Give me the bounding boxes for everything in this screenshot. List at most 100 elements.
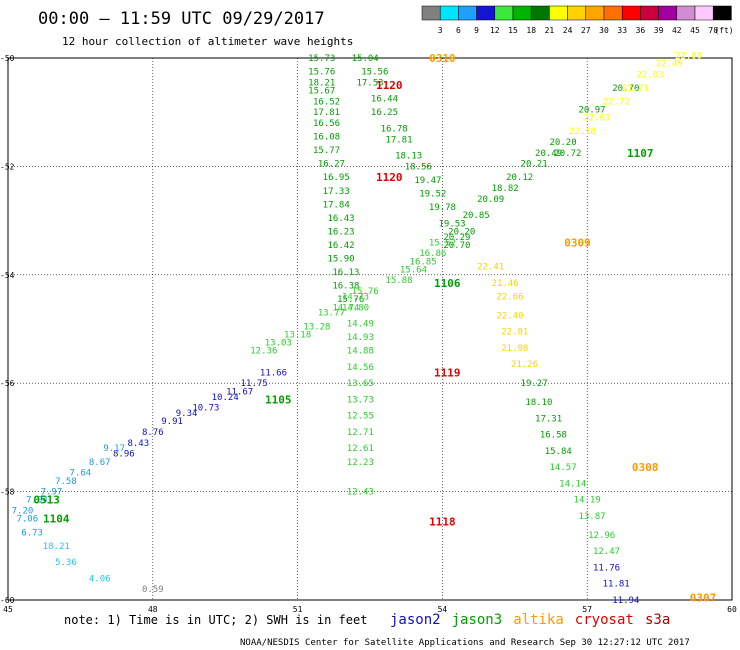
wave-height-point: 20.85 [463,211,490,221]
wave-height-point: 12.96 [588,531,615,541]
wave-height-point: 22.03 [636,70,663,80]
wave-height-point: 17.33 [323,187,350,197]
wave-height-point: 12.36 [250,347,277,357]
wave-height-point: 20.12 [506,173,533,183]
wave-height-point: 7.97 [41,488,63,498]
wave-height-point: 17.31 [535,414,562,424]
colorbar-swatch [712,5,732,21]
wave-height-point: 15.77 [313,146,340,156]
pass-label: 1119 [434,366,461,379]
wave-height-point: 8.43 [127,439,149,449]
wave-height-point: 18.13 [395,152,422,162]
data-points: 15.7315.7618.2115.6716.5217.8116.5616.08… [12,51,702,606]
wave-height-point: 12.55 [347,412,374,422]
colorbar-label: 45 [690,26,700,35]
y-tick-label: -52 [0,162,15,171]
chart-title: 00:00 — 11:59 UTC 09/29/2017 [38,9,325,29]
wave-height-point: 22.49 [656,59,683,69]
wave-height-point: 11.81 [603,580,630,590]
legend-s3a: s3a [645,612,670,628]
wave-height-point: 20.70 [443,241,470,251]
wave-height-point: 16.42 [327,241,354,251]
wave-height-point: 16.56 [313,119,340,129]
wave-height-point: 16.85 [410,257,437,267]
wave-height-point: 12.23 [347,458,374,468]
y-tick-label: -60 [0,596,15,605]
wave-height-point: 11.94 [612,596,639,606]
wave-height-point: 9.34 [176,409,198,419]
colorbar-swatch [694,5,714,21]
wave-height-point: 22.72 [603,97,630,107]
wave-height-point: 18.10 [525,398,552,408]
x-tick-label: 45 [3,605,13,614]
wave-height-point: 16.25 [371,108,398,118]
y-tick-label: -58 [0,488,15,497]
wave-height-point: 20.49 [535,149,562,159]
colorbar-label: 70 [708,26,718,35]
footer-note: note: 1) Time is in UTC; 2) SWH is in fe… [64,613,367,627]
wave-height-point: 15.90 [327,255,354,265]
wave-height-point: 10.73 [192,404,219,414]
wave-height-point: 22.41 [477,263,504,273]
pass-label: 1120 [376,171,403,184]
colorbar-label: 33 [617,26,627,35]
pass-label: 1104 [43,513,70,526]
wave-height-point: 20.20 [550,138,577,148]
pass-label: 1107 [627,147,654,160]
colorbar-label: 15 [508,26,518,35]
x-tick-label: 57 [582,605,592,614]
colorbar-swatch [567,5,587,21]
wave-height-point: 20.97 [578,105,605,115]
wave-height-point: 15.76 [352,287,379,297]
wave-height-point: 15.76 [308,68,335,78]
wave-height-point: 20.29 [443,233,470,243]
wave-height-point: 20.21 [521,160,548,170]
wave-height-point: 19.27 [521,379,548,389]
wave-height-point: 7.64 [70,469,92,479]
colorbar-swatch [512,5,532,21]
wave-height-point: 16.86 [419,249,446,259]
wave-height-point: 11.75 [241,379,268,389]
wave-height-point: 18.21 [43,542,70,552]
wave-height-point: 12.43 [347,488,374,498]
wave-height-point: 18.82 [492,184,519,194]
pass-label: 0307 [690,591,717,604]
wave-height-point: 9.91 [161,417,183,427]
colorbar-label: 27 [581,26,591,35]
wave-height-point: 21.98 [501,344,528,354]
wave-height-point: 16.52 [313,97,340,107]
legend-altika: altika [513,612,564,628]
colorbar-label: 30 [599,26,609,35]
y-tick-label: -54 [0,271,15,280]
legend-jason3: jason3 [452,612,503,628]
wave-height-point: 14.57 [550,463,577,473]
wave-height-point: 15.76 [337,295,364,305]
wave-height-point: 15.04 [352,54,379,64]
colorbar-label: 36 [636,26,646,35]
wave-height-point: 11.76 [593,563,620,573]
colorbar-unit: (ft) [714,26,733,35]
colorbar-label: 3 [438,26,443,35]
colorbar-label: 6 [456,26,461,35]
wave-height-point: 17.81 [385,135,412,145]
wave-height-point: 6.73 [21,528,43,538]
colorbar-swatch [421,5,441,21]
wave-height-point: 13.87 [578,512,605,522]
wave-height-point: 15.64 [400,265,427,275]
footer-credit: NOAA/NESDIS Center for Satellite Applica… [240,638,690,648]
x-tick-label: 60 [727,605,737,614]
wave-height-point: 13.73 [347,395,374,405]
wave-height-point: 17.53 [356,78,383,88]
legend-jason2: jason2 [390,612,441,628]
colorbar-swatch [676,5,696,21]
wave-height-point: 15.67 [308,87,335,97]
wave-height-point: 15.73 [308,54,335,64]
wave-height-point: 14.93 [347,333,374,343]
wave-height-point: 19.78 [429,203,456,213]
wave-height-point: 13.03 [265,339,292,349]
colorbar-swatch [530,5,550,21]
colorbar-swatch [658,5,678,21]
plot-frame [7,57,733,601]
wave-height-point: 16.27 [318,160,345,170]
colorbar-swatch [640,5,659,21]
